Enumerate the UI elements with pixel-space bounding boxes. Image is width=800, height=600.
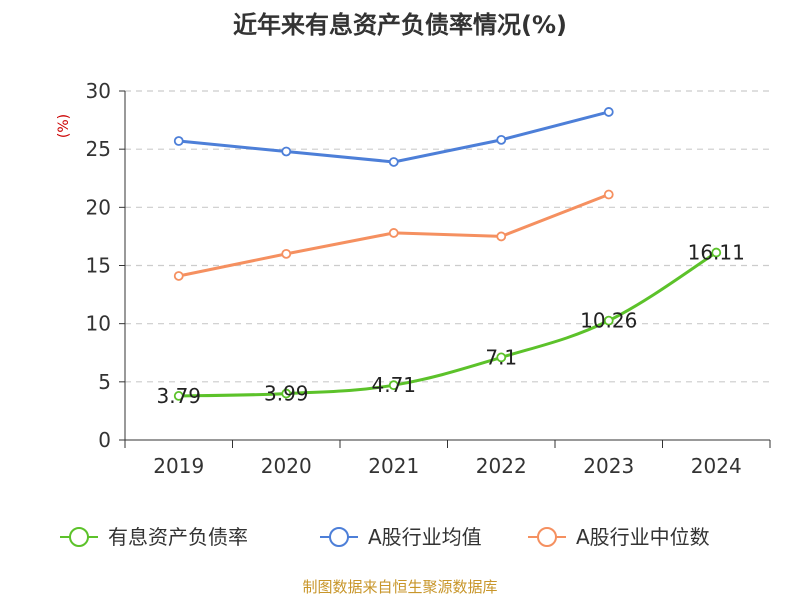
data-point[interactable] <box>603 189 614 200</box>
y-tick-label: 5 <box>98 370 111 394</box>
y-tick-label: 20 <box>86 195 111 219</box>
data-label: 7.1 <box>485 345 517 369</box>
source-note: 制图数据来自恒生聚源数据库 <box>302 578 497 596</box>
data-point[interactable] <box>281 388 292 399</box>
y-tick-label: 10 <box>86 312 111 336</box>
legend-label: A股行业中位数 <box>576 525 710 549</box>
data-labels: 3.79 3.99 4.71 7.1 10.26 16.11 <box>156 241 744 408</box>
y-tick-label: 15 <box>86 254 111 278</box>
y-tick-label: 30 <box>86 79 111 103</box>
y-tick-label: 0 <box>98 428 111 452</box>
x-tick-label: 2024 <box>691 454 742 478</box>
data-point[interactable] <box>711 247 722 258</box>
x-tick-label: 2023 <box>583 454 634 478</box>
chart-title: 近年来有息资产负债率情况(%) <box>233 11 567 39</box>
gridlines <box>125 90 770 383</box>
data-point[interactable] <box>496 231 507 242</box>
legend-marker <box>537 527 557 547</box>
data-point[interactable] <box>496 352 507 363</box>
data-label: 3.99 <box>264 382 309 406</box>
data-point[interactable] <box>388 228 399 238</box>
legend-item[interactable]: A股行业均值 <box>320 525 482 549</box>
legend-marker <box>329 527 349 547</box>
data-point[interactable] <box>173 391 184 401</box>
data-point[interactable] <box>173 136 184 146</box>
x-tick-label: 2020 <box>261 454 312 478</box>
x-tick-label: 2019 <box>153 454 204 478</box>
data-point[interactable] <box>173 271 184 281</box>
legend-item[interactable]: 有息资产负债率 <box>60 525 248 549</box>
data-label: 16.11 <box>688 241 745 265</box>
data-point[interactable] <box>496 134 507 145</box>
x-tick-label: 2022 <box>476 454 527 478</box>
series-lines <box>173 107 722 401</box>
axes: 0 5 10 15 20 25 30 2019 2020 2021 2022 2023 2024 <box>86 79 771 478</box>
legend-item[interactable]: A股行业中位数 <box>528 525 710 549</box>
series-line <box>178 110 610 164</box>
y-tick-label: 25 <box>86 137 111 161</box>
data-point[interactable] <box>388 380 399 391</box>
data-point[interactable] <box>281 248 292 259</box>
data-point[interactable] <box>388 157 399 167</box>
data-label: 3.79 <box>156 384 201 408</box>
data-label: 10.26 <box>580 309 637 333</box>
legend-label: 有息资产负债率 <box>108 525 248 549</box>
legend-label: A股行业均值 <box>368 525 482 549</box>
data-point[interactable] <box>603 107 614 117</box>
legend-marker <box>69 527 89 547</box>
legend[interactable]: 有息资产负债率 A股行业均值 A股行业中位数 <box>60 525 710 549</box>
y-axis-unit: (%) <box>56 114 72 138</box>
x-tick-label: 2021 <box>368 454 419 478</box>
data-point[interactable] <box>603 315 614 326</box>
series-line <box>178 251 718 398</box>
data-point[interactable] <box>281 146 292 157</box>
data-label: 4.71 <box>371 373 416 397</box>
